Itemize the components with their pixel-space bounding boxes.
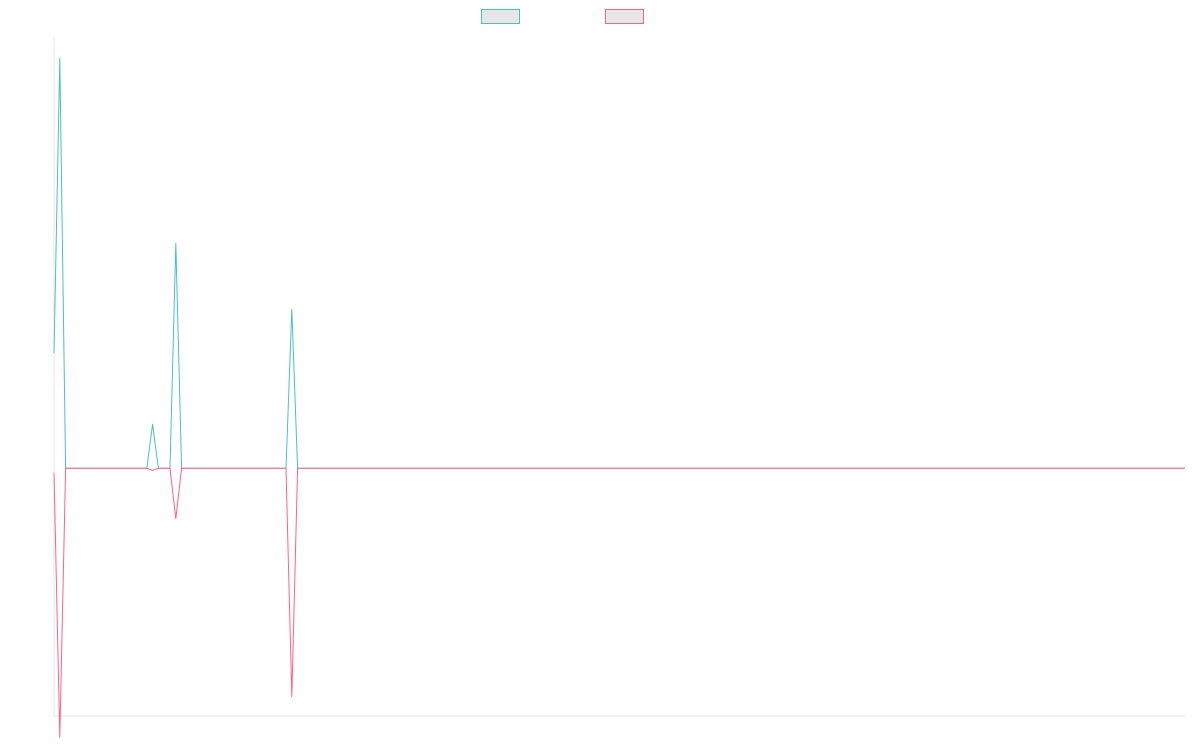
legend-swatch-series-1[interactable] xyxy=(481,9,520,24)
series-line-1 xyxy=(53,57,1185,469)
series-line-2 xyxy=(53,467,1185,738)
legend-swatch-series-2[interactable] xyxy=(605,9,644,24)
